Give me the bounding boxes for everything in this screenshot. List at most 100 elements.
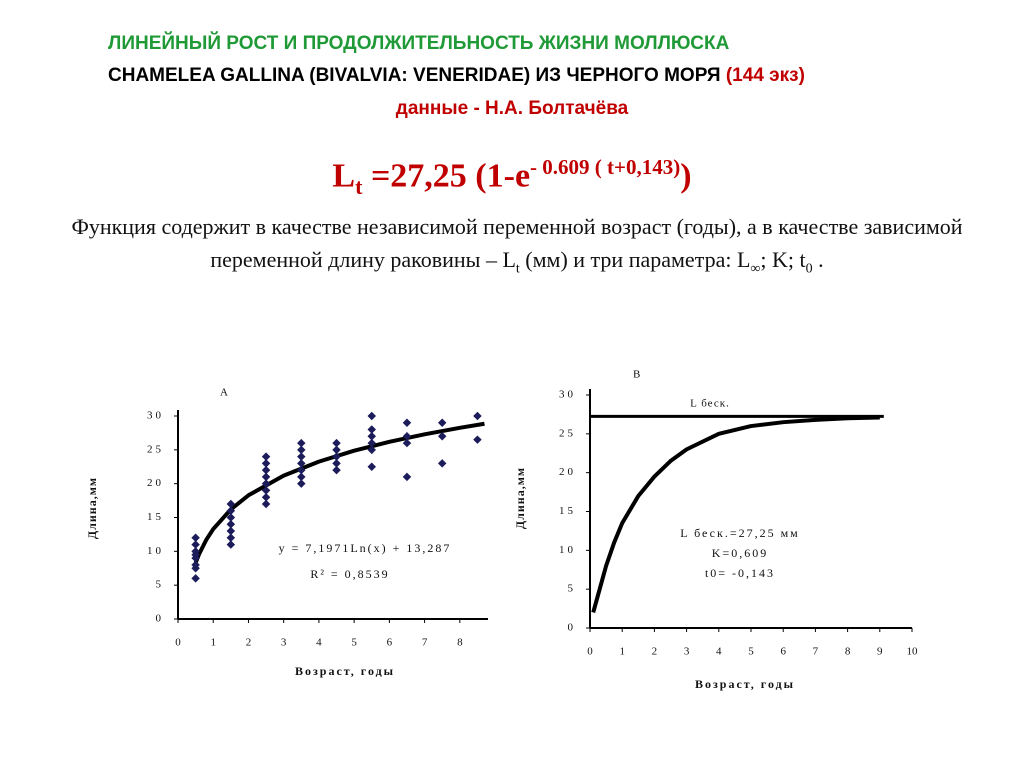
- point: [261, 452, 271, 461]
- species: CHAMELEA GALLINA (BIVALVIA: VENERIDAE) И…: [108, 65, 721, 86]
- point: [261, 465, 271, 475]
- point: [402, 418, 412, 428]
- formula-part: ): [680, 157, 692, 195]
- annotation: L беск.=27,25 мм: [680, 526, 800, 540]
- formula-sup: - 0.609 ( t+0,143): [530, 155, 681, 179]
- point: [437, 459, 447, 468]
- y-tick-label: 5: [156, 579, 165, 591]
- asymptote-label: L беск.: [690, 398, 730, 410]
- x-tick-label: 2: [246, 637, 252, 649]
- point: [402, 432, 412, 441]
- annotation: y = 7,1971Ln(x) + 13,287: [279, 541, 452, 555]
- title-line: CHAMELEA GALLINA (BIVALVIA: VENERIDAE) И…: [108, 65, 805, 87]
- point: [367, 462, 376, 471]
- y-tick-label: 30: [147, 410, 164, 422]
- x-tick-label: 3: [684, 646, 690, 658]
- growth-curve: [591, 415, 880, 613]
- x-axis-label: Возраст, годы: [295, 664, 395, 678]
- y-tick-label: 25: [559, 427, 576, 439]
- chart-title: В: [633, 369, 640, 381]
- point: [226, 499, 236, 509]
- y-tick-label: 0: [568, 622, 577, 634]
- formula-part: =27,25 (1-e: [362, 157, 531, 195]
- point: [261, 479, 271, 488]
- point: [367, 432, 376, 441]
- y-tick-label: 20: [559, 466, 576, 478]
- y-tick-label: 20: [147, 477, 164, 489]
- x-tick-label: 6: [387, 637, 393, 649]
- point: [261, 492, 271, 502]
- x-tick-label: 6: [780, 646, 786, 658]
- point: [332, 459, 341, 468]
- point: [297, 459, 306, 468]
- text: Функция содержит в качестве независимой …: [71, 214, 963, 272]
- x-tick-label: 5: [748, 646, 754, 658]
- text: ; K; t: [760, 247, 806, 272]
- point: [437, 432, 447, 441]
- x-tick-label: 8: [845, 646, 851, 658]
- annotation: K=0,609: [712, 546, 768, 560]
- trend-line: [193, 421, 485, 564]
- x-tick-label: 2: [652, 646, 658, 658]
- point: [261, 472, 271, 482]
- y-tick-label: 0: [156, 613, 165, 625]
- x-tick-label: 9: [877, 646, 883, 658]
- sub: ∞: [750, 261, 761, 277]
- x-tick-label: 4: [716, 646, 722, 658]
- y-tick-label: 25: [147, 443, 164, 455]
- point: [367, 445, 376, 455]
- text: .: [812, 247, 824, 272]
- point: [437, 418, 447, 428]
- point: [332, 452, 341, 461]
- chart-title: А: [220, 387, 228, 399]
- x-axis-label: Возраст, годы: [695, 677, 795, 691]
- point: [332, 438, 341, 448]
- point: [367, 425, 376, 434]
- point: [297, 479, 306, 488]
- point: [191, 533, 200, 543]
- y-tick-label: 15: [559, 505, 576, 517]
- annotation: t0= -0,143: [705, 566, 775, 580]
- x-tick-label: 5: [351, 637, 357, 649]
- point: [191, 574, 200, 583]
- point: [261, 499, 271, 509]
- y-axis-label: Длина,мм: [513, 467, 527, 529]
- x-tick-label: 0: [175, 637, 181, 649]
- x-tick-label: 7: [813, 646, 819, 658]
- annotation: R² = 0,8539: [310, 567, 389, 581]
- point: [367, 411, 376, 421]
- sub: t: [515, 261, 520, 277]
- point: [473, 435, 482, 444]
- y-tick-label: 10: [559, 544, 576, 556]
- point: [332, 465, 341, 475]
- x-tick-label: 1: [619, 646, 625, 658]
- text: (мм) и три параметра: L: [519, 247, 751, 272]
- author: данные - Н.А. Болтачёва: [395, 98, 629, 119]
- y-axis-label: Длина,мм: [85, 477, 99, 539]
- x-tick-label: 10: [907, 646, 919, 658]
- point: [297, 438, 306, 448]
- sub: 0: [805, 261, 813, 277]
- point: [402, 438, 412, 448]
- x-tick-label: 7: [422, 637, 428, 649]
- point: [402, 472, 412, 482]
- y-tick-label: 5: [568, 583, 577, 595]
- y-tick-label: 10: [147, 545, 164, 557]
- y-tick-label: 30: [559, 389, 576, 401]
- title-line: ЛИНЕЙНЫЙ РОСТ И ПРОДОЛЖИТЕЛЬНОСТЬ ЖИЗНИ …: [108, 33, 730, 54]
- point: [473, 411, 482, 421]
- point: [261, 459, 271, 468]
- x-tick-label: 0: [587, 646, 593, 658]
- sample-count: (144 экз): [725, 65, 805, 86]
- x-tick-label: 3: [281, 637, 287, 649]
- point: [297, 472, 306, 482]
- point: [261, 486, 271, 495]
- formula-sub: t: [355, 174, 363, 200]
- x-tick-label: 4: [316, 637, 322, 649]
- y-tick-label: 15: [147, 511, 164, 523]
- x-tick-label: 1: [210, 637, 216, 649]
- point: [297, 465, 306, 475]
- formula: Lt =27,25 (1-e- 0.609 ( t+0,143)): [0, 155, 1024, 200]
- point: [332, 445, 341, 455]
